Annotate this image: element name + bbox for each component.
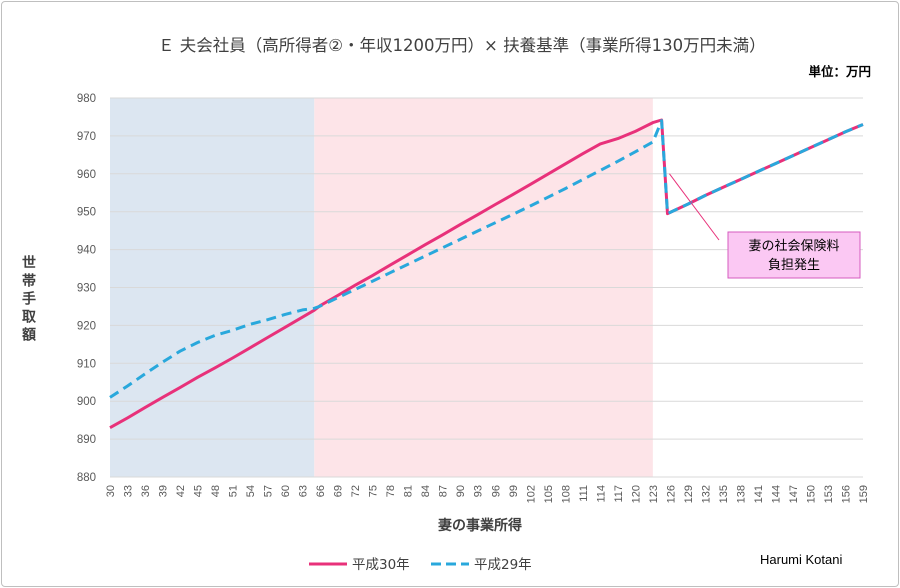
x-tick-75: 75 [368, 485, 380, 497]
y-tick-930: 930 [77, 283, 96, 295]
chart-title: Ｅ 夫会社員（高所得者②・年収1200万円）× 扶養基準（事業所得130万円未満… [158, 36, 766, 55]
x-tick-132: 132 [700, 485, 712, 503]
x-tick-36: 36 [140, 485, 152, 497]
x-tick-138: 138 [735, 485, 747, 503]
x-tick-54: 54 [245, 485, 257, 497]
x-tick-102: 102 [525, 485, 537, 503]
x-tick-117: 117 [613, 485, 625, 503]
annotation-box [727, 231, 861, 279]
x-tick-114: 114 [595, 485, 607, 503]
x-tick-153: 153 [823, 485, 835, 503]
y-tick-940: 940 [77, 245, 96, 257]
x-tick-84: 84 [420, 485, 432, 497]
x-tick-57: 57 [263, 485, 275, 497]
x-tick-123: 123 [648, 485, 660, 503]
y-tick-980: 980 [77, 93, 96, 105]
x-tick-42: 42 [175, 485, 187, 497]
y-tick-900: 900 [77, 396, 96, 408]
unit-label: 単位：万円 [808, 64, 871, 79]
y-tick-880: 880 [77, 472, 96, 484]
y-tick-910: 910 [77, 358, 96, 370]
y-tick-950: 950 [77, 207, 96, 219]
x-tick-39: 39 [158, 485, 170, 497]
x-tick-129: 129 [683, 485, 695, 503]
x-tick-90: 90 [455, 485, 467, 497]
y-tick-labels: 880 890 900 910 920 930 940 950 960 970 980 [77, 93, 96, 484]
legend-label-h29: 平成29年 [474, 557, 532, 573]
y-tick-960: 960 [77, 169, 96, 181]
annotation: 妻の社会保険料 負担発生 [669, 173, 861, 279]
x-tick-147: 147 [788, 485, 800, 503]
legend-label-h30: 平成30年 [352, 557, 410, 573]
x-tick-72: 72 [350, 485, 362, 497]
x-tick-78: 78 [385, 485, 397, 497]
x-tick-45: 45 [193, 485, 205, 497]
gridlines [110, 97, 863, 478]
x-tick-159: 159 [858, 485, 870, 503]
y-axis-title-text: 世帯手取額 [20, 254, 37, 345]
x-tick-111: 111 [578, 485, 590, 502]
x-tick-66: 66 [315, 485, 327, 497]
x-tick-99: 99 [508, 485, 520, 497]
x-tick-30: 30 [105, 485, 117, 497]
legend: 平成30年 平成29年 [309, 557, 532, 573]
x-tick-156: 156 [840, 485, 852, 503]
credit-text: Harumi Kotani [760, 552, 842, 567]
y-tick-970: 970 [77, 131, 96, 143]
x-tick-81: 81 [403, 485, 415, 497]
x-tick-96: 96 [490, 485, 502, 497]
annotation-line-2: 負担発生 [768, 258, 820, 273]
x-tick-108: 108 [560, 485, 572, 503]
series-line-1 [109, 119, 864, 399]
x-tick-105: 105 [543, 485, 555, 503]
x-tick-51: 51 [228, 485, 240, 497]
y-axis-title: 世帯手取額 [20, 254, 37, 345]
x-tick-135: 135 [718, 485, 730, 503]
x-tick-87: 87 [438, 485, 450, 497]
x-tick-141: 141 [753, 485, 765, 503]
x-tick-120: 120 [630, 485, 642, 503]
x-axis-title: 妻の事業所得 [438, 517, 522, 534]
x-tick-126: 126 [665, 485, 677, 503]
annotation-line-1: 妻の社会保険料 [748, 238, 839, 254]
x-tick-93: 93 [473, 485, 485, 497]
series-lines [109, 118, 864, 430]
x-tick-48: 48 [210, 485, 222, 497]
x-tick-63: 63 [298, 485, 310, 497]
x-tick-33: 33 [123, 485, 135, 497]
y-tick-890: 890 [77, 434, 96, 446]
x-tick-69: 69 [333, 485, 345, 497]
x-tick-60: 60 [280, 485, 292, 497]
annotation-leader-line [669, 173, 720, 241]
y-tick-920: 920 [77, 320, 96, 332]
x-tick-144: 144 [770, 485, 782, 503]
x-tick-labels: 30 33 36 39 42 45 48 51 54 57 60 63 66 69 72 75 78 81 84 87… [105, 485, 870, 503]
x-tick-150: 150 [805, 485, 817, 503]
